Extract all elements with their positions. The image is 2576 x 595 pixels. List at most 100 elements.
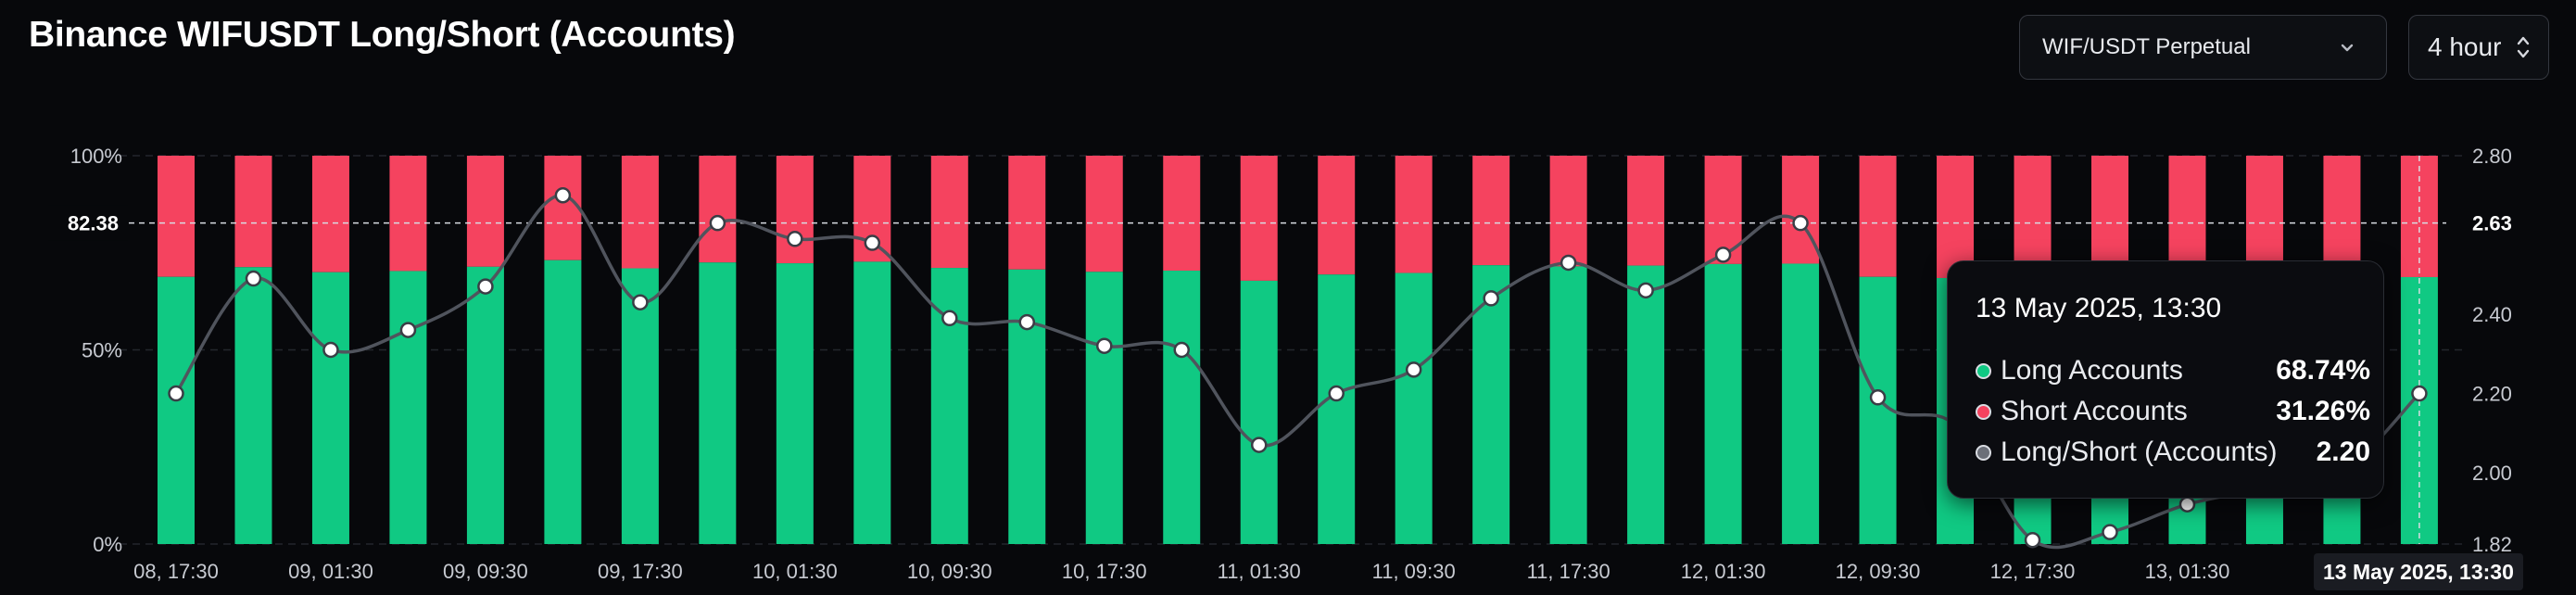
right-axis-tick: 2.00	[2472, 462, 2512, 485]
x-axis-tick: 12, 09:30	[1836, 560, 1921, 583]
right-axis-tick: 2.40	[2472, 303, 2512, 326]
short-bar	[2323, 156, 2361, 278]
long-bar	[1472, 265, 1510, 544]
short-bar	[776, 156, 814, 264]
long-bar	[1240, 280, 1278, 544]
long-bar	[1085, 272, 1123, 544]
x-axis-tick: 10, 09:30	[907, 560, 992, 583]
x-axis-tick: 11, 09:30	[1372, 560, 1456, 583]
short-bar	[1318, 156, 1356, 275]
short-bar	[2400, 156, 2438, 277]
x-axis-tick: 10, 01:30	[752, 560, 838, 583]
tooltip-long-name: Long Accounts	[2001, 355, 2183, 386]
crosshair-left-label: 82.38	[68, 212, 119, 235]
crosshair-left-box	[48, 205, 128, 241]
short-bar	[2245, 156, 2283, 277]
x-axis-tick: 11, 17:30	[1527, 560, 1610, 583]
short-bar	[1549, 156, 1587, 267]
tooltip-ratio-name: Long/Short (Accounts)	[2001, 437, 2278, 467]
x-axis-tick: 12, 01:30	[1681, 560, 1766, 583]
ratio-point	[477, 278, 494, 295]
left-axis-tick: 50%	[82, 339, 122, 362]
updown-chevron-icon	[2513, 32, 2533, 63]
long-bar	[853, 261, 891, 544]
short-bar	[699, 156, 737, 263]
short-bar	[1937, 156, 1975, 278]
short-bar	[1627, 156, 1665, 266]
ratio-point	[245, 270, 262, 287]
long-bar	[1395, 272, 1433, 544]
ratio-point	[1018, 313, 1036, 331]
long-bar	[699, 262, 737, 544]
ratio-point	[864, 234, 881, 251]
short-bar	[544, 156, 582, 260]
long-bar	[776, 263, 814, 544]
long-bar	[1549, 266, 1587, 544]
right-axis-tick: 2.80	[2472, 145, 2512, 168]
short-bar	[389, 156, 427, 272]
ratio-point	[1096, 337, 1113, 354]
ratio-point	[1328, 385, 1345, 402]
ratio-point	[168, 385, 184, 402]
x-axis-tick: 12, 17:30	[1990, 560, 2076, 583]
ratio-point	[2102, 524, 2118, 540]
short-bar	[1240, 156, 1278, 281]
tooltip-row-ratio: Long/Short (Accounts) 2.20	[1976, 434, 2370, 471]
ratio-point	[1405, 361, 1422, 378]
tooltip-row-long: Long Accounts 68.74%	[1976, 352, 2370, 389]
ratio-point	[1559, 254, 1577, 272]
right-axis-tick: 2.20	[2472, 383, 2512, 406]
tooltip-ratio-value: 2.20	[2316, 437, 2370, 467]
ratio-point	[787, 231, 803, 247]
short-bar	[158, 156, 195, 277]
ratio-point	[941, 310, 958, 327]
short-bar	[930, 156, 968, 269]
long-bar	[311, 272, 349, 544]
long-bar	[621, 268, 659, 544]
chart-tooltip: 13 May 2025, 13:30 Long Accounts 68.74% …	[1947, 260, 2384, 499]
left-axis-tick: 100%	[70, 145, 122, 168]
short-bar	[1395, 156, 1433, 273]
crosshair-x-label: 13 May 2025, 13:30	[2314, 553, 2523, 590]
long-bar	[389, 271, 427, 544]
short-bar	[1163, 156, 1201, 272]
ratio-point	[1483, 290, 1499, 307]
interval-select[interactable]: 4 hour	[2408, 15, 2549, 80]
short-legend-dot	[1976, 403, 1991, 420]
short-bar	[466, 156, 504, 267]
left-axis-tick: 0%	[93, 533, 122, 556]
long-bar	[1627, 265, 1665, 544]
tooltip-long-value: 68.74%	[2276, 355, 2370, 386]
short-bar	[621, 156, 659, 269]
ratio-point	[1869, 389, 1887, 406]
long-bar	[1704, 263, 1742, 544]
short-bar	[1085, 156, 1123, 272]
x-axis-tick: 09, 01:30	[288, 560, 373, 583]
interval-select-label: 4 hour	[2428, 32, 2502, 61]
short-bar	[311, 156, 349, 272]
short-bar	[1472, 156, 1510, 266]
pair-select[interactable]: WIF/USDT Perpetual	[2019, 15, 2387, 80]
long-bar	[1163, 271, 1201, 544]
ratio-line	[174, 194, 2421, 550]
long-bar	[1008, 269, 1046, 544]
short-bar	[1008, 156, 1046, 270]
ratio-point	[1173, 341, 1190, 359]
long-bar	[466, 266, 504, 544]
ratio-legend-dot	[1976, 444, 1991, 461]
ratio-point	[1250, 437, 1268, 453]
ratio-point	[632, 294, 649, 310]
short-bar	[2168, 156, 2206, 278]
short-bar	[1782, 156, 1820, 264]
tooltip-row-short: Short Accounts 31.26%	[1976, 393, 2370, 430]
ratio-point	[2411, 385, 2428, 402]
x-axis-tick: 08, 17:30	[133, 560, 219, 583]
tooltip-short-value: 31.26%	[2276, 396, 2370, 426]
ratio-point	[322, 341, 339, 359]
short-bar	[1859, 156, 1897, 277]
ratio-point	[2024, 531, 2041, 549]
x-axis-tick: 09, 17:30	[598, 560, 683, 583]
ratio-point	[554, 187, 572, 204]
tooltip-short-name: Short Accounts	[2001, 396, 2188, 426]
ratio-point	[1637, 282, 1654, 299]
